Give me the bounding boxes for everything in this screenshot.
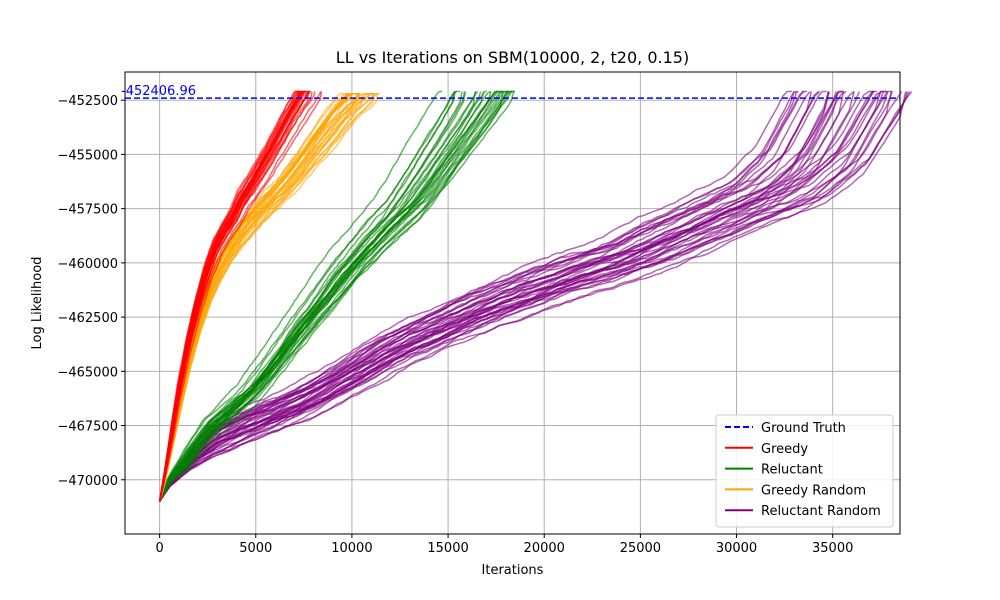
y-tick-label: −462500 bbox=[57, 311, 118, 326]
run-line-greedy bbox=[158, 90, 311, 502]
y-tick-label: −465000 bbox=[57, 365, 118, 380]
run-line-reluctant-random bbox=[158, 90, 799, 502]
legend-label-greedy: Greedy bbox=[761, 442, 808, 457]
run-line-greedy bbox=[158, 91, 316, 502]
run-line-reluctant bbox=[158, 91, 513, 502]
run-line-greedy bbox=[158, 90, 302, 502]
legend-label-reluctant: Reluctant bbox=[761, 463, 823, 478]
y-tick-label: −467500 bbox=[57, 420, 118, 435]
run-line-reluctant bbox=[158, 91, 515, 502]
run-line-greedy bbox=[158, 90, 311, 502]
run-line-greedy bbox=[158, 90, 299, 502]
legend-box bbox=[715, 414, 894, 528]
legend-label-reluctant-random: Reluctant Random bbox=[761, 504, 881, 519]
x-tick-label: 20000 bbox=[524, 541, 565, 556]
run-line-greedy-random bbox=[158, 93, 348, 502]
ground-truth-layer: -452406.96 bbox=[121, 84, 900, 99]
y-tick-label: −457500 bbox=[57, 203, 118, 218]
run-line-greedy bbox=[158, 91, 311, 502]
legend-label-greedy-random: Greedy Random bbox=[761, 483, 866, 498]
chart-title: LL vs Iterations on SBM(10000, 2, t20, 0… bbox=[336, 48, 689, 67]
series-reluctant bbox=[158, 90, 515, 502]
x-tick-label: 35000 bbox=[812, 541, 853, 556]
y-tick-label: −470000 bbox=[57, 474, 118, 489]
x-tick-label: 30000 bbox=[716, 541, 757, 556]
run-line-greedy-random bbox=[158, 92, 380, 502]
y-tick-label: −452500 bbox=[57, 94, 118, 109]
run-line-reluctant-random bbox=[158, 91, 893, 502]
series-greedy bbox=[158, 90, 323, 502]
run-line-greedy bbox=[158, 91, 310, 502]
run-line-reluctant-random bbox=[158, 91, 798, 502]
x-tick-label: 0 bbox=[155, 541, 163, 556]
y-tick-label: −455000 bbox=[57, 148, 118, 163]
run-line-reluctant bbox=[158, 90, 515, 502]
run-line-reluctant bbox=[158, 90, 443, 502]
x-tick-label: 25000 bbox=[620, 541, 661, 556]
x-tick-label: 5000 bbox=[239, 541, 272, 556]
legend-label-ground-truth: Ground Truth bbox=[761, 421, 846, 436]
run-line-reluctant-random bbox=[158, 91, 882, 502]
series-lines bbox=[158, 90, 913, 502]
run-line-reluctant bbox=[158, 90, 458, 502]
plot-frame bbox=[124, 71, 901, 535]
run-line-reluctant bbox=[158, 91, 485, 502]
run-line-greedy bbox=[158, 91, 313, 502]
x-axis-label: Iterations bbox=[482, 563, 544, 578]
run-line-greedy-random bbox=[158, 93, 364, 502]
run-line-reluctant-random bbox=[158, 91, 907, 502]
run-line-reluctant-random bbox=[158, 90, 820, 502]
series-reluctant-random bbox=[158, 90, 913, 502]
series-greedy-random bbox=[158, 92, 380, 502]
run-line-reluctant-random bbox=[158, 91, 837, 502]
run-line-greedy-random bbox=[158, 93, 379, 502]
ground-truth-value-label: -452406.96 bbox=[121, 84, 196, 99]
run-line-reluctant-random bbox=[158, 90, 792, 502]
run-line-reluctant bbox=[158, 91, 467, 502]
run-line-greedy bbox=[158, 91, 305, 502]
run-line-reluctant-random bbox=[158, 90, 893, 502]
x-axis-ticks: 0 5000 10000 15000 20000 25000 30000 35000 bbox=[155, 534, 853, 556]
run-line-reluctant-random bbox=[158, 90, 808, 502]
run-line-reluctant-random bbox=[158, 90, 827, 502]
x-tick-label: 10000 bbox=[331, 541, 372, 556]
run-line-greedy bbox=[158, 90, 300, 502]
run-line-greedy bbox=[158, 90, 303, 502]
y-tick-label: −460000 bbox=[57, 257, 118, 272]
y-axis-label: Log Likelihood bbox=[30, 257, 45, 350]
x-tick-label: 15000 bbox=[427, 541, 468, 556]
y-axis-ticks: −470000 −467500 −465000 −462500 −460000 −4575… bbox=[57, 94, 125, 489]
run-line-reluctant bbox=[158, 90, 498, 502]
run-line-reluctant bbox=[158, 90, 479, 502]
legend: Ground Truth Greedy Reluctant Greedy Random… bbox=[715, 414, 894, 528]
run-line-greedy bbox=[158, 91, 323, 502]
